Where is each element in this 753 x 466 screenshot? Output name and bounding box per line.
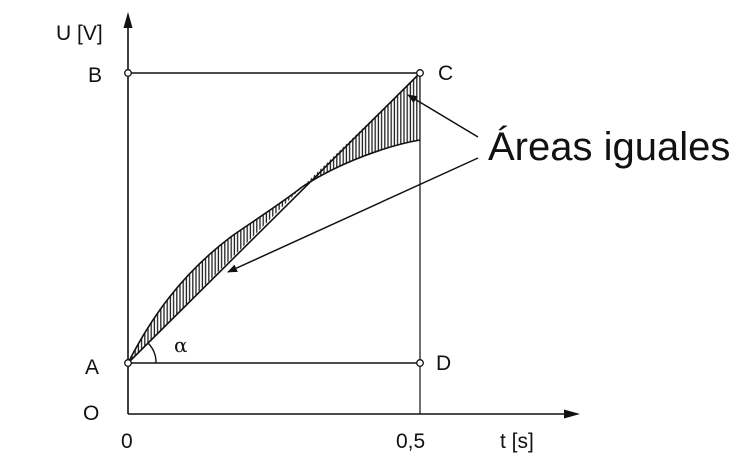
chord-a-c	[127, 72, 421, 364]
point-label-d: D	[436, 352, 451, 375]
x-axis-arrow-icon	[564, 409, 580, 419]
annotation-label: Áreas iguales	[488, 124, 730, 169]
point-label-c: C	[438, 62, 453, 85]
x-axis-label: t [s]	[500, 430, 534, 453]
x-tick-0: 0	[121, 430, 133, 453]
point-label-a: A	[85, 356, 99, 379]
y-axis-arrow-icon	[123, 12, 133, 28]
angle-label: α	[174, 333, 188, 357]
x-tick-0-5: 0,5	[396, 430, 425, 453]
point-label-o: O	[83, 402, 99, 425]
point-c	[416, 69, 424, 77]
curve-u-t	[127, 139, 421, 364]
point-label-b: B	[88, 64, 102, 87]
annotation-arrow-lower	[227, 157, 479, 273]
annotation-arrow-upper	[407, 94, 479, 138]
point-a	[124, 359, 132, 367]
angle-arc	[147, 342, 157, 364]
y-axis-label: U [V]	[56, 22, 103, 45]
point-d	[416, 359, 424, 367]
point-b	[124, 69, 132, 77]
